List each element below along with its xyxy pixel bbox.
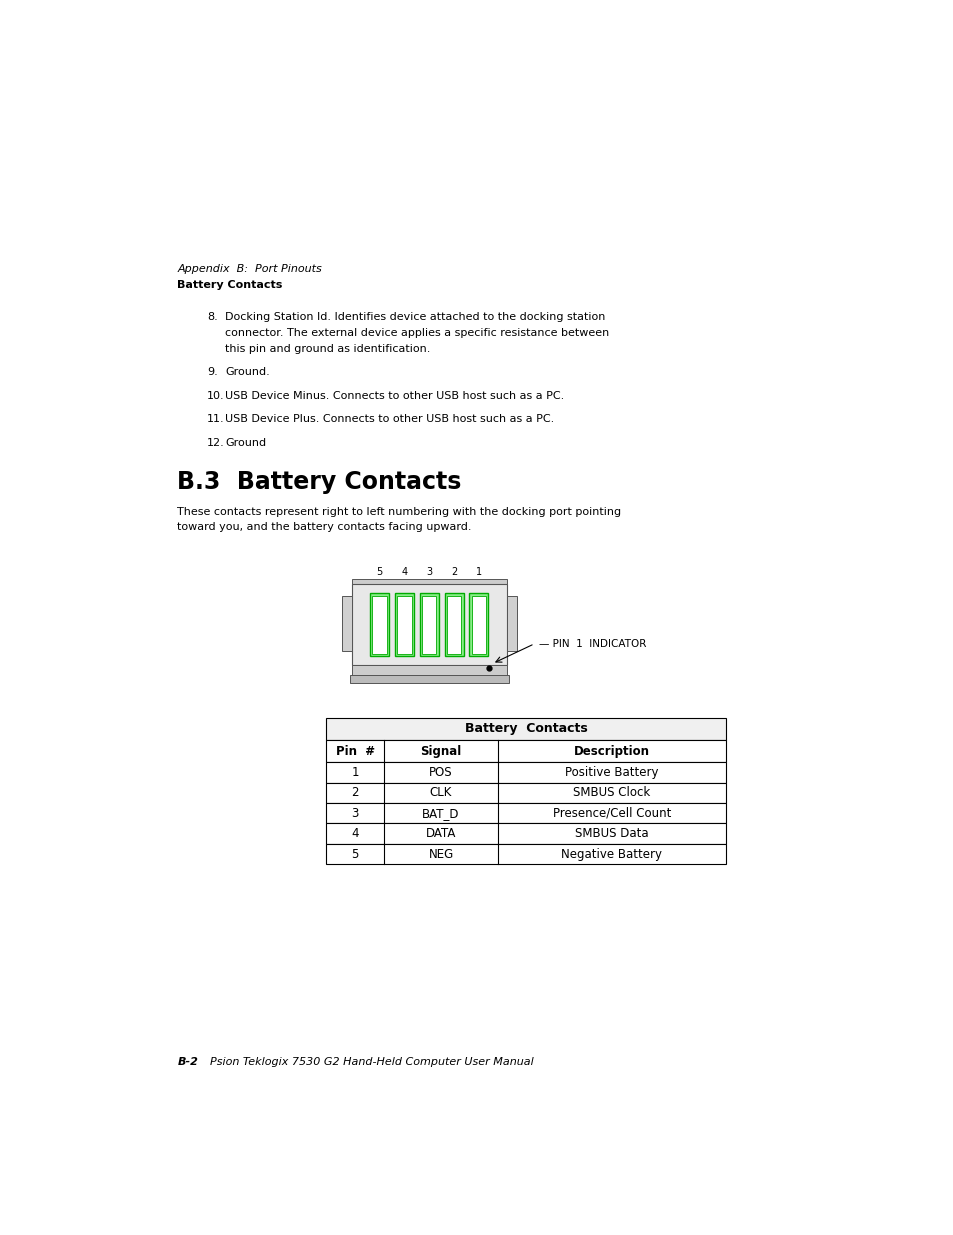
Bar (326, 718, 724, 740)
Text: 4: 4 (401, 567, 407, 577)
Text: Pin  #: Pin # (335, 745, 375, 757)
Text: Ground.: Ground. (225, 367, 270, 377)
Text: connector. The external device applies a specific resistance between: connector. The external device applies a… (225, 329, 609, 338)
Bar (326, 824, 724, 844)
Bar (326, 783, 724, 803)
Text: USB Device Minus. Connects to other USB host such as a PC.: USB Device Minus. Connects to other USB … (225, 390, 564, 400)
Text: 1: 1 (476, 567, 481, 577)
Text: Battery  Contacts: Battery Contacts (464, 722, 587, 735)
Text: 1: 1 (351, 766, 358, 779)
Text: DATA: DATA (425, 827, 456, 840)
Bar (352, 584, 506, 666)
Text: 2: 2 (451, 567, 456, 577)
Text: Presence/Cell Count: Presence/Cell Count (552, 806, 670, 820)
Text: SMBUS Data: SMBUS Data (575, 827, 648, 840)
Bar (444, 593, 463, 656)
Bar (350, 676, 508, 683)
Text: Appendix  B:  Port Pinouts: Appendix B: Port Pinouts (177, 264, 322, 274)
Bar (326, 844, 724, 864)
Text: 4: 4 (351, 827, 358, 840)
Text: SMBUS Clock: SMBUS Clock (573, 787, 650, 799)
Text: Negative Battery: Negative Battery (560, 847, 661, 861)
Bar (372, 595, 386, 655)
Text: BAT_D: BAT_D (422, 806, 459, 820)
Text: toward you, and the battery contacts facing upward.: toward you, and the battery contacts fac… (177, 522, 472, 532)
Bar (370, 593, 389, 656)
Text: B-2: B-2 (177, 1057, 198, 1067)
Text: 3: 3 (426, 567, 432, 577)
Text: Positive Battery: Positive Battery (564, 766, 658, 779)
Bar (326, 740, 724, 762)
Bar (446, 595, 460, 655)
Bar (352, 579, 506, 584)
Bar (421, 595, 436, 655)
Text: Signal: Signal (420, 745, 461, 757)
Bar (471, 595, 485, 655)
Text: Docking Station Id. Identifies device attached to the docking station: Docking Station Id. Identifies device at… (225, 312, 605, 322)
Bar (396, 595, 411, 655)
Text: POS: POS (429, 766, 453, 779)
Bar (419, 593, 438, 656)
Text: B.3  Battery Contacts: B.3 Battery Contacts (177, 471, 461, 494)
Text: 3: 3 (351, 806, 358, 820)
Text: NEG: NEG (428, 847, 454, 861)
Text: Ground: Ground (225, 437, 266, 448)
Text: 10.: 10. (207, 390, 224, 400)
Bar (326, 762, 724, 783)
Text: this pin and ground as identification.: this pin and ground as identification. (225, 343, 431, 353)
Text: Psion Teklogix 7530 G2 Hand-Held Computer User Manual: Psion Teklogix 7530 G2 Hand-Held Compute… (210, 1057, 533, 1067)
Bar (341, 595, 352, 651)
Text: CLK: CLK (430, 787, 452, 799)
Bar (506, 595, 517, 651)
Bar (326, 803, 724, 824)
Bar (469, 593, 488, 656)
Text: Description: Description (573, 745, 649, 757)
Text: — PIN  1  INDICATOR: — PIN 1 INDICATOR (537, 638, 645, 648)
Text: 5: 5 (376, 567, 382, 577)
Text: 2: 2 (351, 787, 358, 799)
Text: 12.: 12. (207, 437, 224, 448)
Text: Battery Contacts: Battery Contacts (177, 280, 282, 290)
Text: USB Device Plus. Connects to other USB host such as a PC.: USB Device Plus. Connects to other USB h… (225, 414, 554, 425)
Text: 8.: 8. (207, 312, 217, 322)
Text: These contacts represent right to left numbering with the docking port pointing: These contacts represent right to left n… (177, 506, 620, 516)
Text: 5: 5 (351, 847, 358, 861)
Bar (395, 593, 414, 656)
Text: 9.: 9. (207, 367, 217, 377)
Bar (352, 666, 506, 676)
Text: 11.: 11. (207, 414, 224, 425)
